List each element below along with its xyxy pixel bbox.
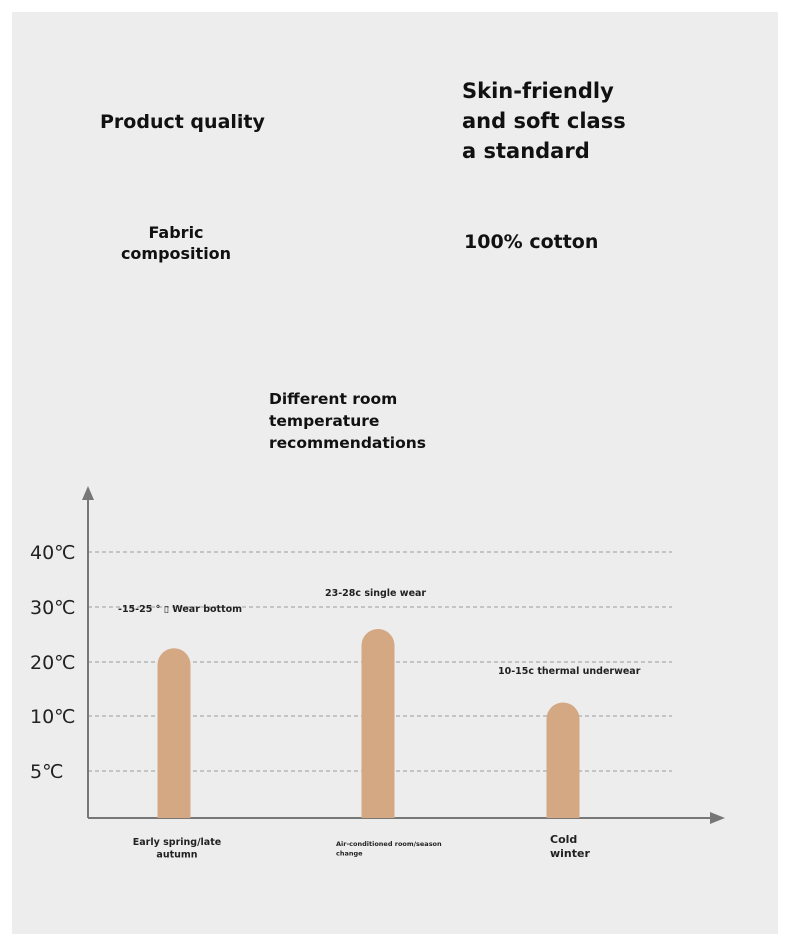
x-category-label: change — [336, 850, 363, 858]
y-axis-arrow — [82, 486, 94, 500]
x-category-label: autumn — [156, 850, 197, 861]
y-tick-label: 40℃ — [30, 542, 76, 564]
x-axis-arrow — [710, 812, 725, 824]
x-category-label: Early spring/late — [133, 837, 221, 848]
bar-3 — [546, 702, 580, 818]
fabric-composition-value: 100% cotton — [464, 231, 599, 253]
bar-1 — [157, 648, 191, 818]
product-quality-value: Skin-friendly and soft class a standard — [462, 79, 626, 163]
bar-annotation: -15-25 ° ▯ Wear bottom — [118, 604, 242, 615]
x-category-label: winter — [550, 847, 590, 860]
background-panel — [12, 12, 778, 934]
fabric-composition-label: Fabric composition — [120, 223, 232, 263]
y-tick-label: 5℃ — [30, 761, 63, 783]
bar-2 — [361, 629, 395, 818]
x-category-label: Air-conditioned room/season — [336, 840, 442, 848]
product-quality-label: Product quality — [100, 111, 265, 133]
chart-title: Different room temperature recommendatio… — [269, 390, 427, 452]
x-category-label: Cold — [550, 833, 577, 846]
bar-annotation: 23-28c single wear — [325, 588, 426, 599]
y-tick-label: 20℃ — [30, 652, 76, 674]
y-tick-label: 30℃ — [30, 597, 76, 619]
bar-annotation: 10-15c thermal underwear — [498, 666, 641, 677]
y-tick-label: 10℃ — [30, 706, 76, 728]
